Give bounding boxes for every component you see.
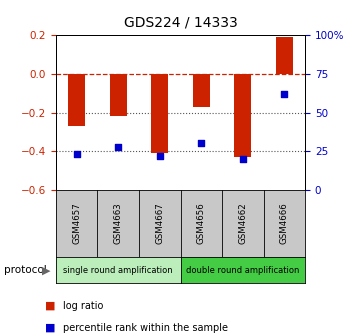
Bar xyxy=(110,74,127,116)
Text: log ratio: log ratio xyxy=(63,301,104,311)
Text: GDS224 / 14333: GDS224 / 14333 xyxy=(123,15,238,29)
Text: double round amplification: double round amplification xyxy=(186,266,300,275)
Text: percentile rank within the sample: percentile rank within the sample xyxy=(63,323,228,333)
Text: GSM4656: GSM4656 xyxy=(197,203,206,244)
Text: single round amplification: single round amplification xyxy=(64,266,173,275)
Text: GSM4663: GSM4663 xyxy=(114,203,123,244)
Bar xyxy=(152,74,168,153)
Point xyxy=(157,153,162,159)
Bar xyxy=(276,37,293,74)
Text: GSM4667: GSM4667 xyxy=(155,203,164,244)
Point xyxy=(116,144,121,149)
Point xyxy=(282,91,287,97)
Text: GSM4666: GSM4666 xyxy=(280,203,289,244)
Text: ▶: ▶ xyxy=(42,265,50,275)
Point xyxy=(240,156,245,162)
Text: GSM4657: GSM4657 xyxy=(72,203,81,244)
Point xyxy=(74,152,80,157)
Text: GSM4662: GSM4662 xyxy=(238,203,247,244)
Bar xyxy=(235,74,251,157)
Text: ■: ■ xyxy=(45,323,56,333)
Text: protocol: protocol xyxy=(4,265,46,275)
Bar xyxy=(193,74,209,107)
Point xyxy=(199,141,204,146)
Text: ■: ■ xyxy=(45,301,56,311)
Bar xyxy=(69,74,85,126)
